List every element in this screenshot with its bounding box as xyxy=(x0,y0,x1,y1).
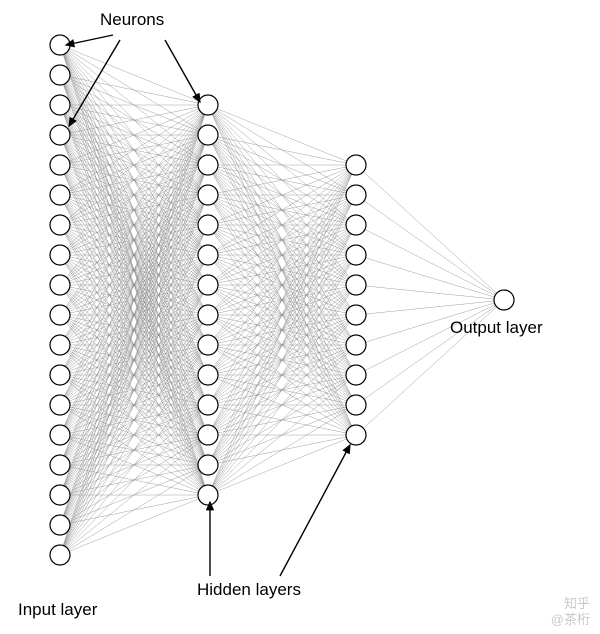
neuron xyxy=(50,485,70,505)
label-output-layer: Output layer xyxy=(450,318,543,338)
neuron xyxy=(198,125,218,145)
neuron xyxy=(50,65,70,85)
neuron xyxy=(50,425,70,445)
neuron xyxy=(346,155,366,175)
neuron xyxy=(346,335,366,355)
neuron xyxy=(198,155,218,175)
label-input-layer: Input layer xyxy=(18,600,97,620)
neuron xyxy=(50,455,70,475)
neuron xyxy=(198,245,218,265)
neuron xyxy=(50,305,70,325)
neuron xyxy=(50,155,70,175)
neuron xyxy=(198,215,218,235)
neuron xyxy=(50,125,70,145)
neuron xyxy=(50,185,70,205)
neuron xyxy=(346,185,366,205)
neuron xyxy=(198,335,218,355)
neuron xyxy=(494,290,514,310)
neuron xyxy=(346,305,366,325)
neuron xyxy=(198,95,218,115)
neuron xyxy=(198,305,218,325)
neuron xyxy=(198,365,218,385)
neuron xyxy=(50,95,70,115)
label-hidden-layers: Hidden layers xyxy=(197,580,301,600)
neuron xyxy=(198,455,218,475)
neuron xyxy=(346,275,366,295)
neuron xyxy=(50,275,70,295)
watermark-author: @茶桁 xyxy=(551,609,590,628)
neuron xyxy=(50,365,70,385)
neuron xyxy=(198,395,218,415)
neural-network-diagram: Neurons Input layer Hidden layers Output… xyxy=(0,0,600,634)
neuron xyxy=(346,365,366,385)
neuron xyxy=(346,395,366,415)
neuron xyxy=(198,275,218,295)
neuron xyxy=(198,185,218,205)
neuron xyxy=(198,425,218,445)
neuron xyxy=(50,215,70,235)
edges xyxy=(60,45,504,555)
neuron xyxy=(346,215,366,235)
neuron xyxy=(346,245,366,265)
label-neurons: Neurons xyxy=(100,10,164,30)
neuron xyxy=(50,515,70,535)
neuron xyxy=(50,335,70,355)
neuron xyxy=(50,395,70,415)
neuron xyxy=(346,425,366,445)
neuron xyxy=(50,545,70,565)
neuron xyxy=(50,245,70,265)
neuron xyxy=(198,485,218,505)
network-svg xyxy=(0,0,600,634)
